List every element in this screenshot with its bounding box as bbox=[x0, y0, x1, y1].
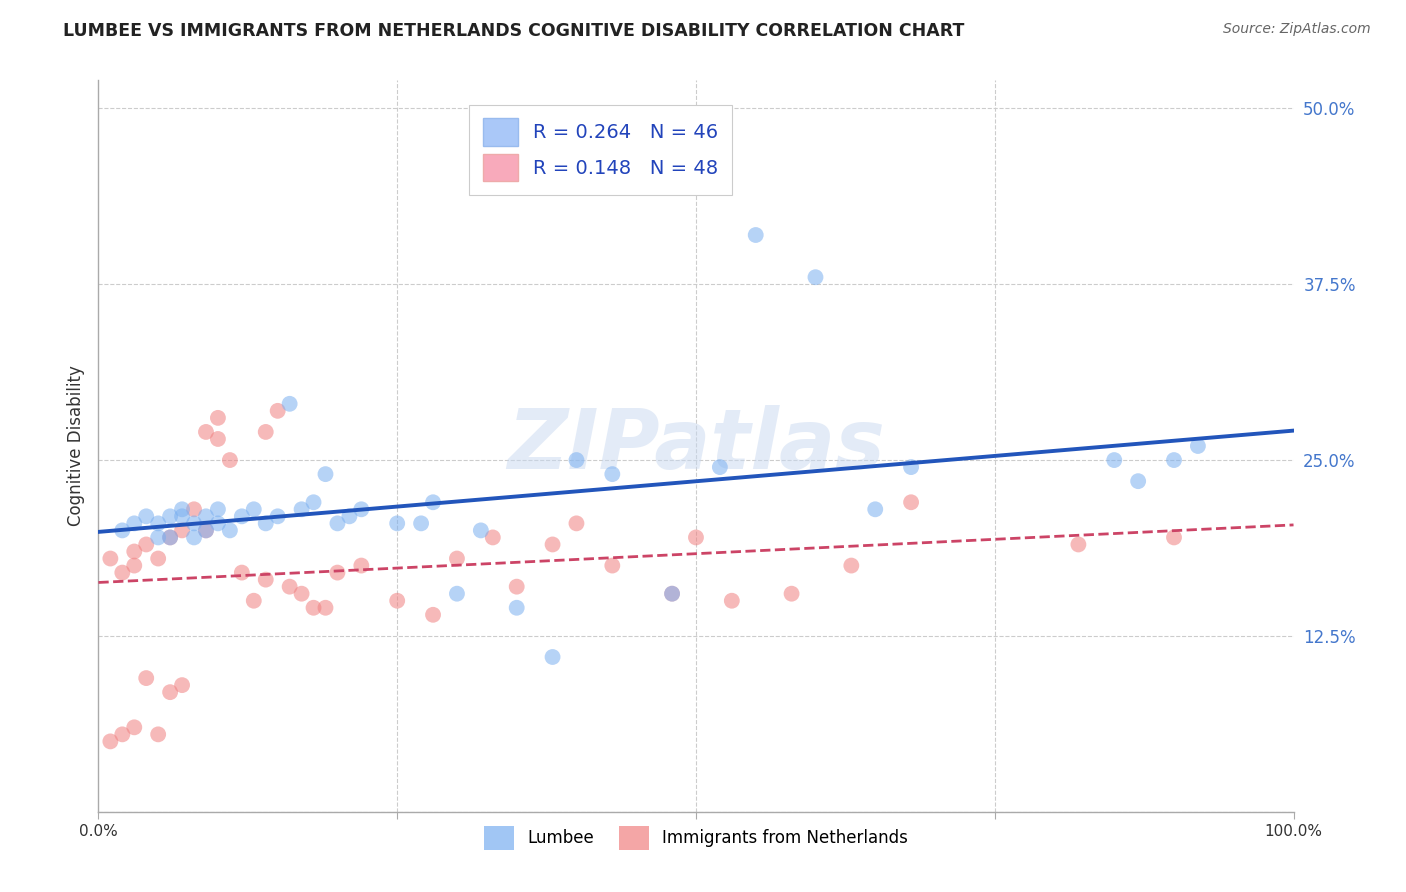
Point bbox=[135, 509, 157, 524]
Point bbox=[291, 587, 314, 601]
Point bbox=[148, 551, 170, 566]
Point bbox=[278, 580, 301, 594]
Point bbox=[172, 524, 194, 538]
Point bbox=[207, 502, 229, 516]
Text: Source: ZipAtlas.com: Source: ZipAtlas.com bbox=[1223, 22, 1371, 37]
Point bbox=[159, 685, 181, 699]
Point bbox=[602, 558, 624, 573]
Point bbox=[231, 509, 253, 524]
Point bbox=[267, 509, 290, 524]
Point bbox=[254, 573, 277, 587]
Point bbox=[721, 593, 744, 607]
Point bbox=[172, 502, 194, 516]
Point bbox=[350, 502, 373, 516]
Point bbox=[172, 509, 194, 524]
Point bbox=[183, 530, 205, 544]
Point bbox=[326, 566, 349, 580]
Point bbox=[148, 516, 170, 531]
Point bbox=[411, 516, 433, 531]
Point bbox=[267, 404, 290, 418]
Point bbox=[207, 410, 229, 425]
Point bbox=[339, 509, 361, 524]
Point bbox=[183, 516, 205, 531]
Point bbox=[541, 537, 564, 551]
Point bbox=[135, 537, 157, 551]
Point bbox=[661, 587, 683, 601]
Point bbox=[135, 671, 157, 685]
Point bbox=[302, 495, 325, 509]
Text: ZIPatlas: ZIPatlas bbox=[508, 406, 884, 486]
Point bbox=[278, 397, 301, 411]
Point bbox=[541, 650, 564, 665]
Point bbox=[709, 460, 731, 475]
Point bbox=[159, 530, 181, 544]
Point bbox=[172, 678, 194, 692]
Point bbox=[243, 502, 266, 516]
Point bbox=[1163, 453, 1185, 467]
Point bbox=[745, 227, 768, 242]
Point bbox=[661, 587, 683, 601]
Point bbox=[111, 566, 134, 580]
Point bbox=[446, 551, 468, 566]
Point bbox=[470, 524, 492, 538]
Point bbox=[1067, 537, 1090, 551]
Point bbox=[385, 593, 409, 607]
Legend: Lumbee, Immigrants from Netherlands: Lumbee, Immigrants from Netherlands bbox=[475, 818, 917, 858]
Point bbox=[195, 524, 218, 538]
Point bbox=[254, 516, 277, 531]
Point bbox=[446, 587, 468, 601]
Point bbox=[159, 530, 181, 544]
Text: LUMBEE VS IMMIGRANTS FROM NETHERLANDS COGNITIVE DISABILITY CORRELATION CHART: LUMBEE VS IMMIGRANTS FROM NETHERLANDS CO… bbox=[63, 22, 965, 40]
Point bbox=[231, 566, 253, 580]
Point bbox=[98, 551, 122, 566]
Point bbox=[98, 734, 122, 748]
Point bbox=[506, 580, 529, 594]
Point bbox=[422, 607, 444, 622]
Point bbox=[1187, 439, 1209, 453]
Point bbox=[565, 516, 588, 531]
Point bbox=[804, 270, 827, 285]
Point bbox=[565, 453, 588, 467]
Point bbox=[350, 558, 373, 573]
Point bbox=[219, 453, 242, 467]
Point bbox=[1163, 530, 1185, 544]
Point bbox=[195, 509, 218, 524]
Point bbox=[148, 530, 170, 544]
Point bbox=[1128, 474, 1150, 488]
Point bbox=[254, 425, 277, 439]
Point bbox=[900, 460, 922, 475]
Point bbox=[780, 587, 803, 601]
Point bbox=[315, 467, 337, 482]
Point bbox=[422, 495, 444, 509]
Point bbox=[111, 727, 134, 741]
Point bbox=[195, 524, 218, 538]
Point bbox=[148, 727, 170, 741]
Point bbox=[111, 524, 134, 538]
Point bbox=[124, 544, 146, 558]
Point bbox=[291, 502, 314, 516]
Point bbox=[1104, 453, 1126, 467]
Point bbox=[124, 558, 146, 573]
Point bbox=[481, 530, 505, 544]
Point bbox=[602, 467, 624, 482]
Point bbox=[841, 558, 863, 573]
Point bbox=[124, 516, 146, 531]
Point bbox=[326, 516, 349, 531]
Point bbox=[207, 516, 229, 531]
Point bbox=[900, 495, 922, 509]
Point bbox=[385, 516, 409, 531]
Point bbox=[506, 600, 529, 615]
Point bbox=[302, 600, 325, 615]
Point bbox=[685, 530, 707, 544]
Point bbox=[865, 502, 887, 516]
Point bbox=[183, 502, 205, 516]
Point bbox=[315, 600, 337, 615]
Point bbox=[195, 425, 218, 439]
Y-axis label: Cognitive Disability: Cognitive Disability bbox=[66, 366, 84, 526]
Point bbox=[124, 720, 146, 734]
Point bbox=[219, 524, 242, 538]
Point bbox=[159, 509, 181, 524]
Point bbox=[243, 593, 266, 607]
Point bbox=[207, 432, 229, 446]
